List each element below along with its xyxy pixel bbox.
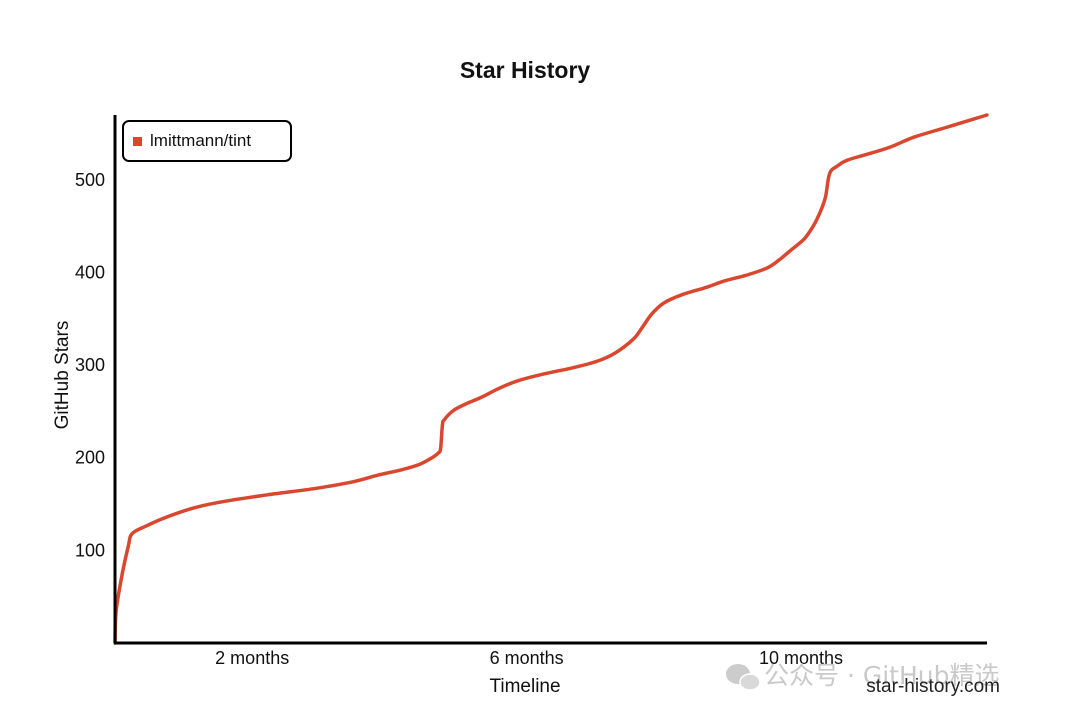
watermark-text: 公众号 · GitHub精选 <box>764 661 999 690</box>
y-axis-ticks: 100 200 300 400 500 <box>75 170 105 561</box>
legend: lmittmann/tint <box>122 120 292 162</box>
y-tick-label: 400 <box>75 262 105 282</box>
legend-label: lmittmann/tint <box>150 131 251 150</box>
chart-title: Star History <box>460 57 591 83</box>
x-tick-label: 2 months <box>215 648 289 668</box>
legend-swatch <box>133 137 142 146</box>
watermark: 公众号 · GitHub精选 <box>726 661 999 691</box>
x-tick-label: 6 months <box>490 648 564 668</box>
y-tick-label: 300 <box>75 355 105 375</box>
series-line <box>113 113 989 645</box>
y-axis-label: GitHub Stars <box>52 321 73 430</box>
y-tick-label: 500 <box>75 170 105 190</box>
x-axis-ticks: 2 months 6 months 10 months <box>215 648 843 668</box>
y-tick-label: 200 <box>75 448 105 468</box>
wechat-icon <box>726 664 761 691</box>
credit-text: star-history.com <box>866 676 1000 697</box>
series-layer <box>113 113 989 645</box>
x-axis-label: Timeline <box>489 676 560 697</box>
y-tick-label: 100 <box>75 540 105 560</box>
legend-box <box>122 120 292 162</box>
x-tick-label: 10 months <box>759 648 843 668</box>
